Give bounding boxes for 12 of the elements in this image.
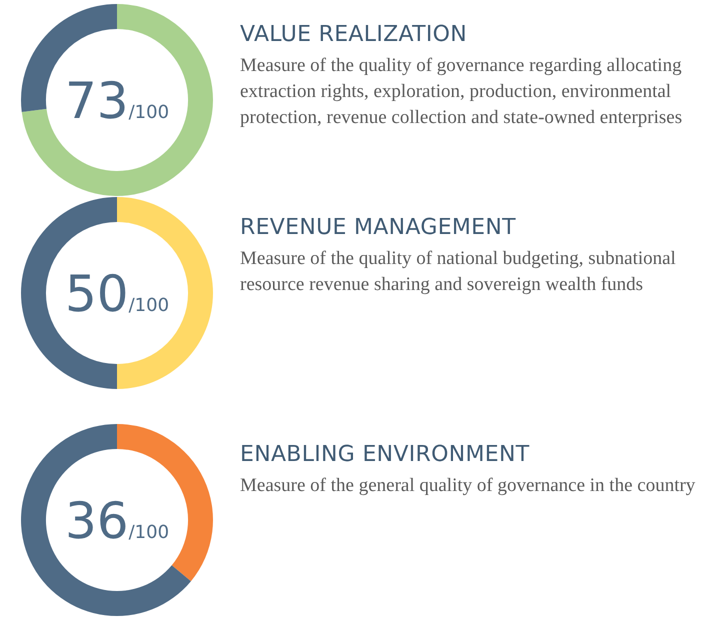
text: VALUE REALIZATION: [240, 22, 468, 47]
text: /100: [128, 102, 170, 123]
text: REVENUE MANAGEMENT: [240, 215, 517, 240]
text: Measure of the quality of governance regarding allocating extraction rights, exploration, production, environmental protection, revenue collection and state-owned enterprises: [240, 54, 684, 130]
text: 36: [64, 492, 129, 550]
text: 50: [64, 265, 129, 323]
text: 73: [64, 72, 129, 130]
text: /100: [128, 295, 170, 316]
text: Measure of the quality of national budgeting, subnational resource revenue sharing and sovereign wealth funds: [240, 247, 677, 297]
text: ENABLING ENVIRONMENT: [240, 442, 530, 467]
text: Measure of the general quality of governance in the country: [240, 474, 696, 498]
text: /100: [128, 522, 170, 543]
